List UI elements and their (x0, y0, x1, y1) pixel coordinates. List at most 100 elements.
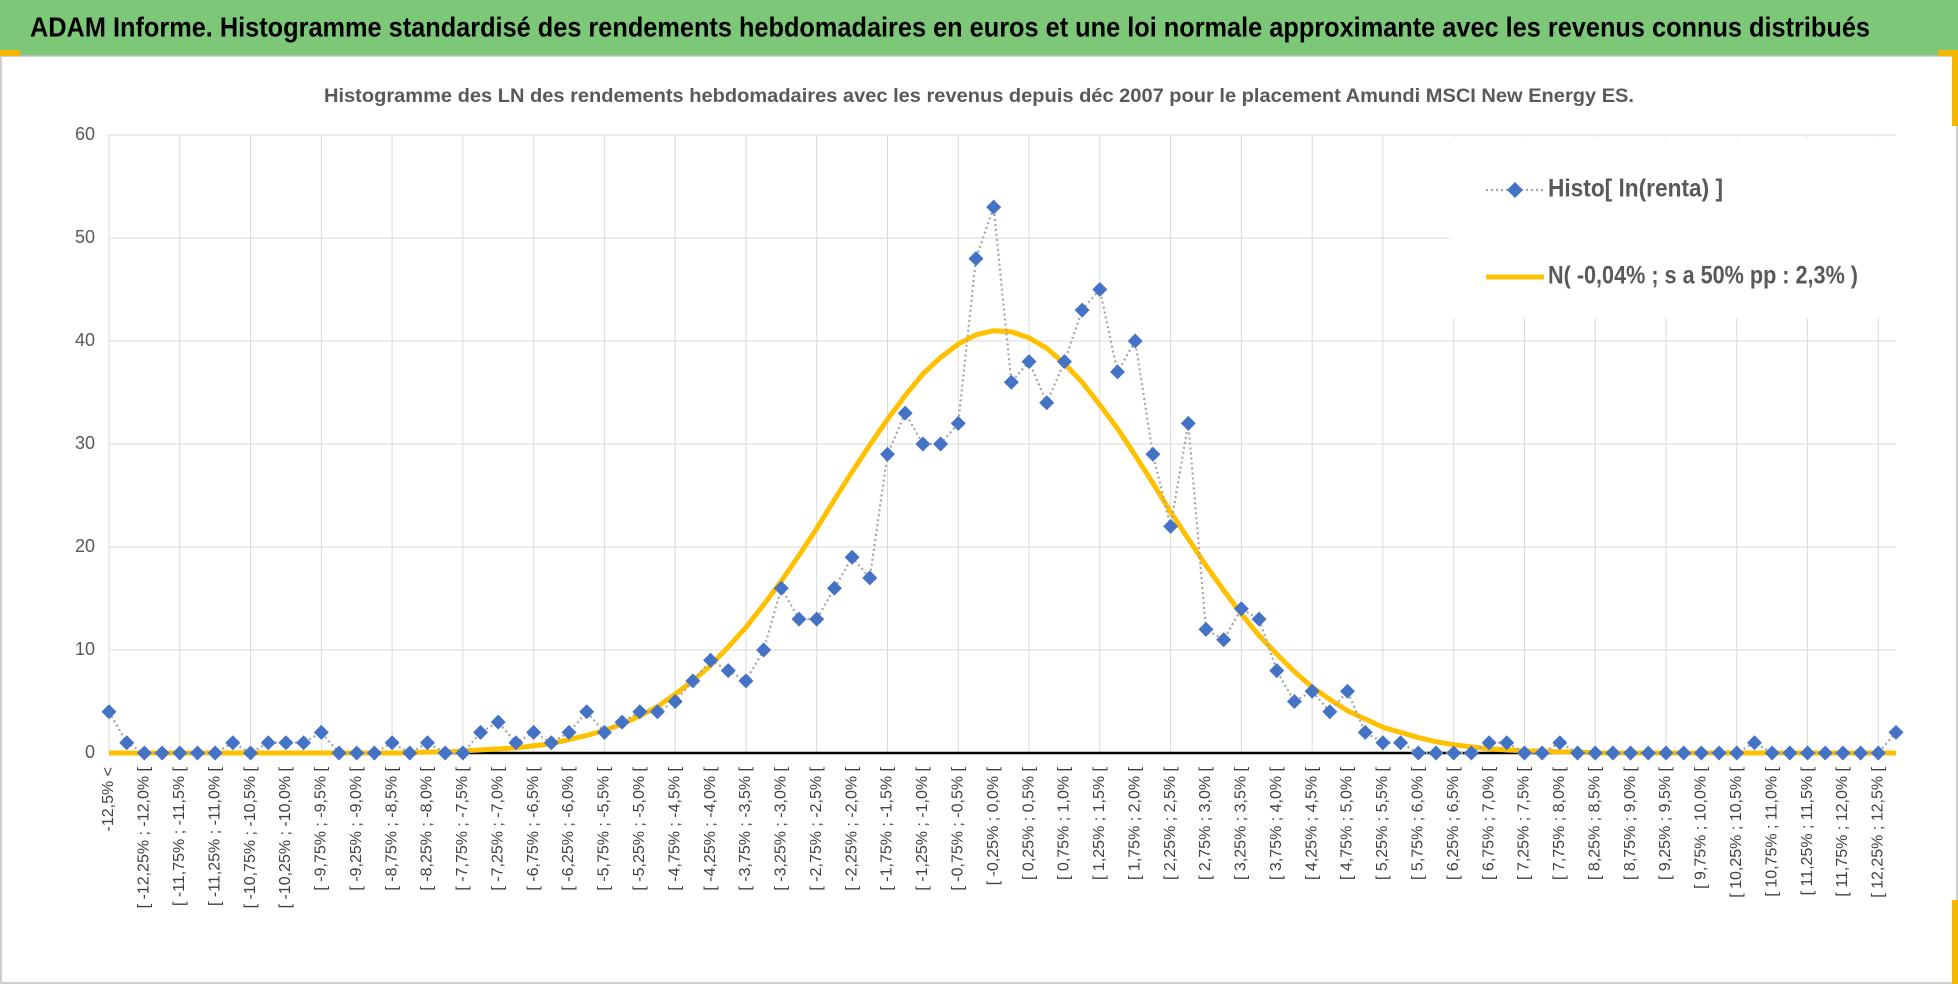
histo-marker (207, 745, 223, 761)
histo-marker (1056, 354, 1072, 370)
histo-marker (738, 673, 754, 689)
histo-marker (1251, 611, 1267, 627)
x-tick-label: [ 0,75% ; 1,0% [ (1056, 766, 1073, 880)
histo-marker (968, 251, 984, 267)
histo-line (108, 206, 1897, 755)
x-tick-label: [ 11,25% ; 11,5% [ (1799, 766, 1816, 895)
histo-marker (366, 745, 382, 761)
x-tick-label: [ -0,75% ; -0,5% [ (949, 766, 966, 890)
corner (1952, 56, 1958, 126)
histo-marker (1180, 415, 1196, 431)
histo-marker (154, 745, 170, 761)
histo-marker (685, 673, 701, 689)
x-tick-label: [ -9,25% ; -9,0% [ (348, 766, 365, 890)
histo-marker (526, 724, 542, 740)
x-tick-label: [ -3,75% ; -3,5% [ (737, 766, 754, 890)
histo-marker (1145, 446, 1161, 462)
histo-marker (455, 745, 471, 761)
histo-marker (189, 745, 205, 761)
histo-marker (579, 704, 595, 720)
histo-marker (933, 436, 949, 452)
histo-marker (862, 570, 878, 586)
histo-marker (879, 446, 895, 462)
y-tick-label: 0 (85, 742, 95, 762)
histo-marker (667, 694, 683, 709)
histo-marker (1304, 683, 1320, 699)
x-tick-label: [ 4,25% ; 4,5% [ (1303, 766, 1320, 880)
x-tick-label: [ -12,25% ; -12,0% [ (136, 766, 153, 908)
histo-marker (243, 745, 259, 761)
histo-marker (331, 745, 347, 761)
histo-marker (809, 611, 825, 627)
histo-marker (773, 580, 789, 596)
histo-marker (1853, 745, 1869, 761)
histo-marker (313, 724, 329, 740)
x-tick-label: [ -5,75% ; -5,5% [ (596, 766, 613, 890)
histo-marker (649, 704, 665, 720)
x-tick-label: [ 6,75% ; 7,0% [ (1480, 766, 1497, 880)
legend-marker (1507, 182, 1523, 198)
histo-marker (950, 415, 966, 431)
x-tick-label: [ -6,75% ; -6,5% [ (525, 766, 542, 890)
histo-marker (826, 580, 842, 596)
x-tick-label: [ 3,75% ; 4,0% [ (1268, 766, 1285, 880)
header-bar (0, 0, 1958, 56)
histo-marker (1198, 621, 1214, 637)
histo-marker (1428, 745, 1444, 761)
histo-marker (1587, 745, 1603, 761)
histo-marker (1746, 735, 1762, 751)
histo-marker (1870, 745, 1886, 761)
histo-marker (986, 199, 1002, 215)
histo-marker (1357, 724, 1373, 740)
histo-marker (1092, 282, 1108, 297)
histo-marker (1658, 745, 1674, 761)
histo-marker (1888, 724, 1904, 740)
histo-marker (1233, 601, 1249, 617)
histo-marker (384, 735, 400, 751)
histo-marker (1410, 745, 1426, 761)
x-tick-label: [ 9,25% ; 9,5% [ (1657, 766, 1674, 880)
histo-marker (596, 724, 612, 740)
y-tick-label: 30 (75, 433, 95, 453)
legend-label: N( -0,04% ; s a 50% pp : 2,3% ) (1548, 262, 1858, 290)
histo-marker (915, 436, 931, 452)
x-tick-label: [ -8,25% ; -8,0% [ (419, 766, 436, 890)
histo-marker (1499, 735, 1515, 751)
x-tick-label: [ 1,25% ; 1,5% [ (1091, 766, 1108, 880)
histo-marker (1322, 704, 1338, 720)
histo-marker (1764, 745, 1780, 761)
x-tick-label: [ -1,25% ; -1,0% [ (914, 766, 931, 890)
x-tick-label: [ -3,25% ; -3,0% [ (773, 766, 790, 890)
chart-title: Histogramme des LN des rendements hebdom… (324, 86, 1634, 107)
histo-marker (1446, 745, 1462, 761)
histo-marker (1835, 745, 1851, 761)
x-tick-label: [ -10,75% ; -10,5% [ (242, 766, 259, 908)
histo-marker (561, 724, 577, 740)
histo-marker (1074, 302, 1090, 318)
histo-marker (1021, 354, 1037, 370)
histo-marker (791, 611, 807, 627)
x-tick-label: [ 12,25% ; 12,5% [ (1870, 766, 1887, 897)
y-tick-label: 20 (75, 536, 95, 556)
x-tick-label: [ -2,25% ; -2,0% [ (843, 766, 860, 890)
x-tick-label: [ -0,25% ; 0,0% [ (985, 766, 1002, 885)
x-tick-label: [ 8,25% ; 8,5% [ (1586, 766, 1603, 880)
histo-marker (490, 714, 506, 730)
x-tick-label: [ -5,25% ; -5,0% [ (631, 766, 648, 890)
y-tick-label: 10 (75, 639, 95, 659)
x-tick-label: [ 2,75% ; 3,0% [ (1197, 766, 1214, 880)
x-tick-label: [ 0,25% ; 0,5% [ (1020, 766, 1037, 880)
histo-marker (1039, 395, 1055, 411)
legend-label: Histo[ ln(renta) ] (1548, 175, 1723, 203)
histo-marker (172, 745, 188, 761)
histo-marker (1623, 745, 1639, 761)
corner (0, 50, 20, 56)
histo-marker (1711, 745, 1727, 761)
corner (1938, 50, 1958, 56)
x-tick-label: [ -10,25% ; -10,0% [ (277, 766, 294, 908)
histo-marker (1817, 745, 1833, 761)
histo-marker (1516, 745, 1532, 761)
histo-marker (543, 735, 559, 751)
histo-marker (1693, 745, 1709, 761)
